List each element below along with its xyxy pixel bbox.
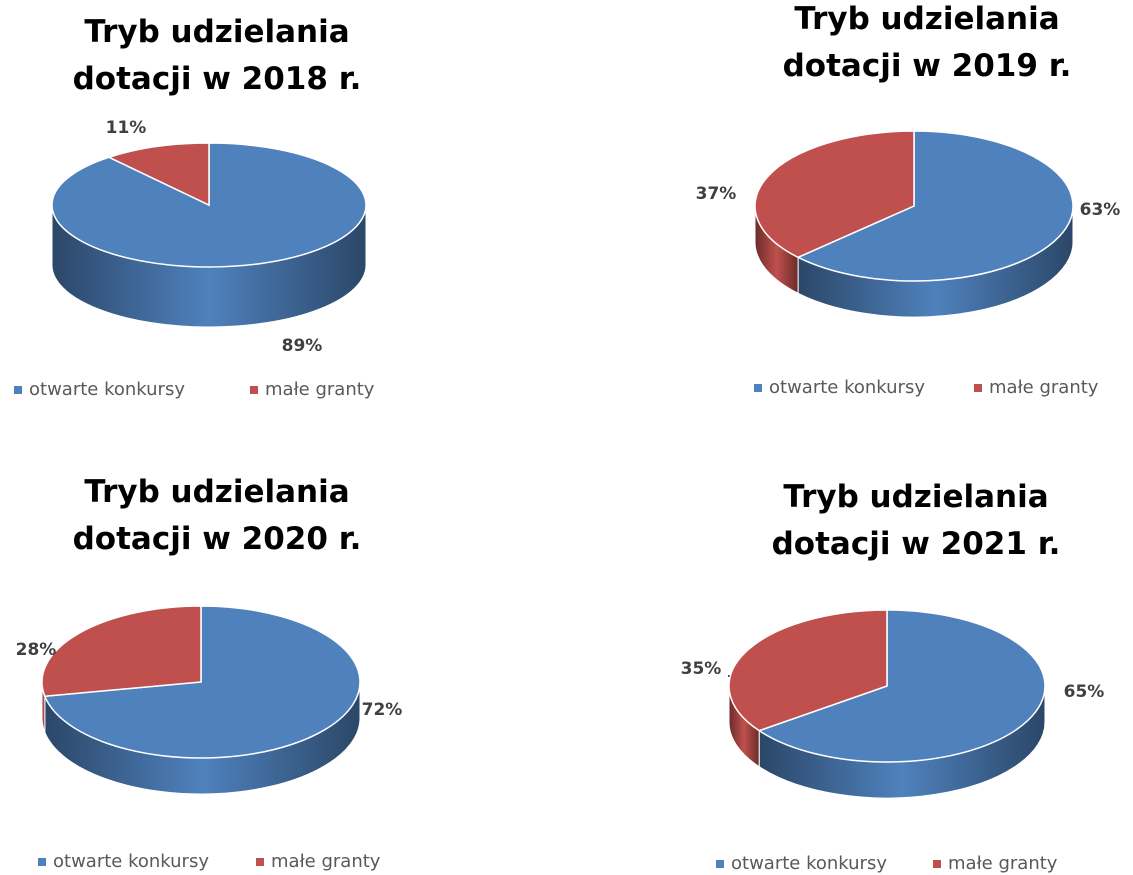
legend-label: otwarte konkursy <box>731 853 887 874</box>
pie-slice <box>43 605 361 759</box>
legend-item: otwarte konkursy <box>716 853 887 874</box>
legend-item: małe granty <box>250 379 374 400</box>
legend-label: otwarte konkursy <box>29 379 185 400</box>
data-label: 65% <box>1064 682 1105 702</box>
legend-item: małe granty <box>933 853 1057 874</box>
legend-swatch <box>974 384 982 392</box>
legend-label: otwarte konkursy <box>53 851 209 872</box>
chart-title: Tryb udzielania dotacji w 2021 r. <box>771 479 1061 562</box>
data-label: 11% <box>106 118 147 138</box>
legend-label: małe granty <box>989 377 1099 398</box>
pie-slice <box>757 609 1046 763</box>
data-label: 89% <box>282 336 323 356</box>
chart-title: Tryb udzielania dotacji w 2019 r. <box>782 1 1072 84</box>
legend-item: małe granty <box>974 377 1098 398</box>
legend-item: małe granty <box>256 851 380 872</box>
pie-slice <box>106 142 210 207</box>
legend-item: otwarte konkursy <box>14 379 185 400</box>
legend-swatch <box>250 386 258 394</box>
legend-swatch <box>716 860 724 868</box>
pie-slice <box>796 130 1074 282</box>
legend-swatch <box>14 386 22 394</box>
pie-slice <box>41 605 202 698</box>
legend-swatch <box>933 860 941 868</box>
data-label: 72% <box>362 700 403 720</box>
chart-title: Tryb udzielania dotacji w 2018 r. <box>72 14 362 97</box>
pie-slice <box>728 609 888 732</box>
legend-swatch <box>754 384 762 392</box>
pie-slice <box>754 130 915 259</box>
legend-label: małe granty <box>948 853 1058 874</box>
legend-item: otwarte konkursy <box>38 851 209 872</box>
legend-swatch <box>38 858 46 866</box>
legend-swatch <box>256 858 264 866</box>
legend-label: małe granty <box>271 851 381 872</box>
legend-item: otwarte konkursy <box>754 377 925 398</box>
legend-label: otwarte konkursy <box>769 377 925 398</box>
data-label: 35% <box>681 659 722 679</box>
data-label: 28% <box>16 640 57 660</box>
data-label: 37% <box>696 184 737 204</box>
legend-label: małe granty <box>265 379 375 400</box>
chart-title: Tryb udzielania dotacji w 2020 r. <box>72 474 362 557</box>
data-label: 63% <box>1080 200 1121 220</box>
